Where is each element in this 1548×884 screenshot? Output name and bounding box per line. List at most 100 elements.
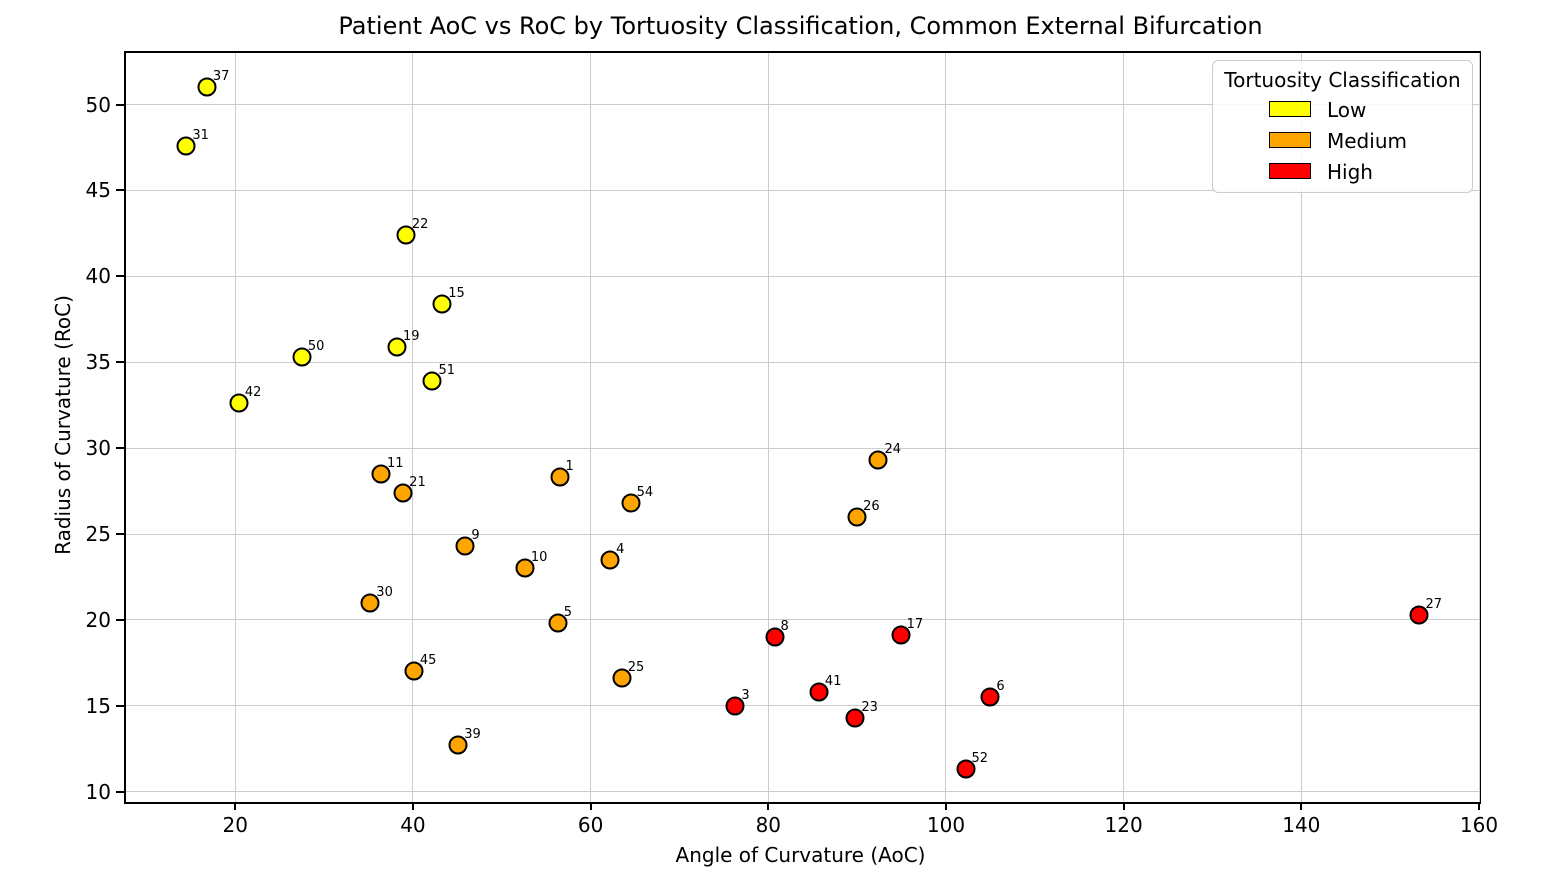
- point-label-5: 5: [563, 605, 573, 621]
- y-tick-40: [116, 275, 124, 278]
- legend-label-low: Low: [1327, 98, 1367, 122]
- x-tick-label-20: 20: [222, 813, 248, 837]
- y-tick-25: [116, 533, 124, 535]
- x-tick-100: [944, 802, 947, 810]
- legend-patch-medium: [1269, 132, 1311, 148]
- point-label-45: 45: [419, 653, 437, 669]
- point-label-24: 24: [884, 442, 901, 458]
- data-point-41-high: [809, 682, 829, 702]
- x-tick-160: [1478, 802, 1480, 810]
- x-tick-label-40: 40: [400, 813, 426, 837]
- data-point-10-medium: [515, 558, 535, 578]
- point-label-42: 42: [244, 385, 262, 401]
- gridline-x-40: [412, 53, 414, 802]
- gridline-y-30: [126, 447, 1479, 449]
- point-label-31: 31: [192, 127, 209, 143]
- data-point-42-low: [229, 393, 249, 413]
- x-tick-label-120: 120: [1104, 813, 1143, 837]
- data-point-15-low: [432, 294, 452, 314]
- data-point-19-low: [387, 337, 407, 357]
- gridline-x-140: [1300, 53, 1302, 802]
- x-tick-label-60: 60: [577, 813, 604, 837]
- gridline-y-15: [126, 705, 1479, 707]
- y-tick-label-40: 40: [85, 264, 111, 289]
- point-label-41: 41: [824, 674, 842, 690]
- y-tick-30: [116, 447, 124, 450]
- data-point-6-high: [980, 687, 1000, 707]
- point-label-11: 11: [386, 455, 404, 471]
- gridline-y-25: [126, 533, 1479, 535]
- x-tick-20: [234, 802, 237, 810]
- point-label-39: 39: [464, 727, 481, 743]
- point-label-8: 8: [780, 619, 789, 635]
- gridline-x-20: [234, 53, 236, 802]
- point-label-15: 15: [448, 285, 465, 301]
- y-tick-15: [116, 704, 124, 707]
- x-tick-120: [1122, 802, 1125, 810]
- x-tick-140: [1300, 802, 1303, 810]
- point-label-4: 4: [616, 541, 625, 557]
- point-label-50: 50: [307, 339, 325, 355]
- x-tick-label-100: 100: [926, 813, 966, 837]
- y-tick-label-10: 10: [85, 779, 111, 804]
- data-point-45-medium: [404, 661, 424, 681]
- x-tick-40: [411, 802, 414, 810]
- y-tick-35: [116, 361, 124, 364]
- gridline-y-40: [126, 275, 1479, 277]
- data-point-26-medium: [847, 507, 867, 527]
- y-tick-label-20: 20: [85, 607, 111, 632]
- x-tick-80: [767, 802, 770, 810]
- point-label-51: 51: [438, 363, 456, 379]
- y-tick-label-50: 50: [85, 92, 111, 117]
- x-axis-label: Angle of Curvature (AoC): [675, 843, 926, 867]
- point-label-54: 54: [636, 485, 654, 501]
- point-label-3: 3: [741, 687, 750, 703]
- point-label-22: 22: [411, 217, 429, 233]
- data-point-22-low: [396, 225, 416, 245]
- y-tick-20: [116, 618, 124, 621]
- chart-title: Patient AoC vs RoC by Tortuosity Classif…: [338, 12, 1263, 40]
- y-tick-10: [116, 790, 124, 793]
- point-label-19: 19: [402, 328, 420, 344]
- data-point-52-high: [956, 759, 976, 779]
- data-point-23-high: [845, 708, 865, 728]
- y-tick-45: [116, 189, 124, 192]
- data-point-17-high: [891, 625, 911, 645]
- gridline-x-100: [945, 53, 947, 802]
- data-point-11-medium: [371, 464, 391, 484]
- legend-label-medium: Medium: [1327, 129, 1407, 153]
- data-point-25-medium: [612, 668, 632, 688]
- data-point-3-high: [725, 696, 745, 716]
- point-label-27: 27: [1425, 596, 1443, 612]
- gridline-x-80: [767, 53, 769, 802]
- y-tick-label-15: 15: [85, 693, 111, 718]
- data-point-27-high: [1409, 605, 1429, 625]
- data-point-54-medium: [621, 493, 641, 513]
- data-point-9-medium: [455, 536, 475, 556]
- point-label-21: 21: [409, 474, 426, 490]
- gridline-x-160: [1478, 53, 1480, 802]
- gridline-y-45: [126, 189, 1479, 191]
- gridline-x-60: [590, 53, 592, 802]
- point-label-37: 37: [212, 69, 230, 85]
- legend-label-high: High: [1327, 160, 1373, 184]
- point-label-23: 23: [861, 699, 878, 715]
- y-tick-label-25: 25: [85, 522, 111, 546]
- y-axis-label: Radius of Curvature (RoC): [51, 295, 75, 555]
- data-point-8-high: [765, 627, 785, 647]
- data-point-24-medium: [868, 450, 888, 470]
- data-point-30-medium: [360, 593, 380, 613]
- point-label-26: 26: [863, 498, 880, 514]
- point-label-17: 17: [906, 617, 924, 633]
- legend-entry-medium: Medium: [1213, 130, 1472, 152]
- point-label-9: 9: [471, 528, 480, 544]
- gridline-y-35: [126, 361, 1479, 363]
- point-label-25: 25: [627, 660, 645, 676]
- point-label-1: 1: [565, 459, 574, 475]
- data-point-37-low: [197, 77, 217, 97]
- point-label-6: 6: [996, 679, 1005, 695]
- y-tick-label-30: 30: [85, 436, 111, 461]
- legend-entry-high: High: [1213, 161, 1472, 183]
- y-tick-label-45: 45: [85, 178, 111, 203]
